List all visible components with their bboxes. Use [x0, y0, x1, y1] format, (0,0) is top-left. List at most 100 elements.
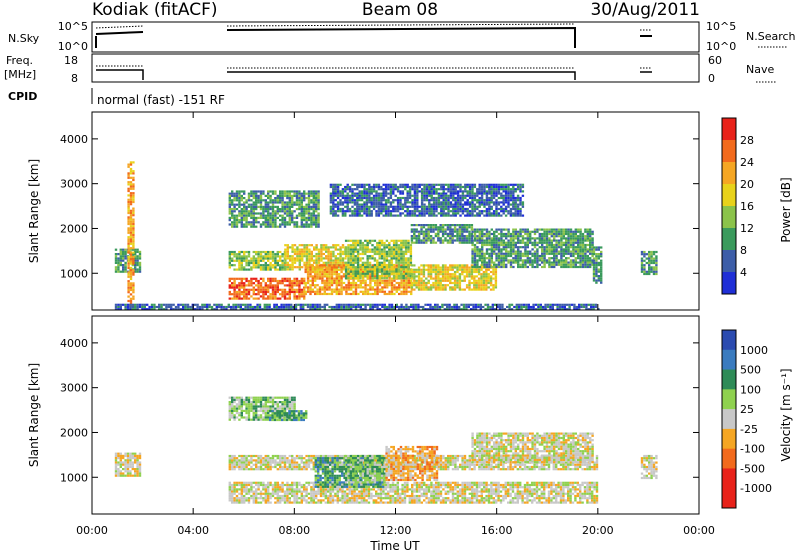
echo-cell: [555, 235, 558, 238]
echo-cell: [385, 255, 389, 258]
echo-cell: [312, 203, 315, 206]
echo-cell: [363, 201, 366, 204]
echo-cell: [456, 286, 459, 289]
echo-cell: [526, 230, 529, 233]
echo-cell: [309, 264, 312, 267]
echo-cell: [127, 220, 130, 223]
echo-cell: [485, 286, 488, 289]
echo-cell: [282, 303, 286, 306]
echo-cell: [439, 230, 442, 233]
echo-cell: [233, 205, 236, 208]
echo-cell: [572, 261, 575, 264]
echo-cell: [338, 268, 341, 271]
echo-cell: [553, 263, 556, 266]
echo-cell: [228, 290, 231, 294]
echo-cell: [281, 199, 284, 202]
echo-cell: [427, 266, 430, 269]
echo-cell: [526, 243, 529, 247]
echo-cell: [368, 194, 371, 197]
echo-cell: [492, 188, 496, 191]
echo-cell: [218, 305, 221, 309]
echo-cell: [579, 228, 582, 231]
echo-cell: [591, 243, 594, 247]
echo-cell: [347, 239, 350, 242]
echo-cell: [444, 201, 448, 204]
echo-cell: [477, 270, 481, 274]
echo-cell: [459, 205, 462, 208]
echo-cell: [456, 235, 459, 238]
echo-cell: [364, 286, 367, 289]
echo-cell: [449, 196, 453, 200]
echo-cell: [273, 303, 276, 306]
echo-cell: [468, 203, 472, 206]
echo-cell: [165, 308, 168, 311]
echo-cell: [308, 261, 311, 264]
echo-cell: [407, 259, 410, 262]
echo-cell: [250, 223, 253, 226]
echo-cell: [492, 210, 496, 213]
echo-cell: [500, 252, 503, 255]
echo-cell: [442, 183, 445, 186]
echo-cell: [565, 241, 568, 244]
echo-cell: [579, 239, 582, 242]
echo-cell: [323, 268, 326, 271]
echo-cell: [274, 212, 277, 215]
echo-cell: [425, 277, 428, 280]
echo-cell: [136, 264, 139, 267]
echo-cell: [370, 214, 373, 217]
echo-cell: [371, 286, 374, 289]
echo-cell: [249, 305, 252, 309]
echo-cell: [390, 290, 394, 293]
echo-cell: [529, 261, 532, 264]
echo-cell: [473, 205, 477, 208]
echo-cell: [425, 241, 428, 244]
echo-cell: [268, 308, 271, 311]
echo-cell: [338, 290, 341, 293]
echo-cell: [531, 241, 534, 244]
echo-cell: [432, 241, 435, 244]
echo-cell: [553, 265, 556, 269]
echo-cell: [475, 279, 478, 282]
echo-cell: [127, 262, 130, 265]
echo-cell: [306, 279, 310, 282]
echo-cell: [444, 199, 448, 202]
echo-cell: [440, 214, 443, 217]
echo-cell: [303, 286, 306, 289]
echo-cell: [577, 252, 580, 255]
echo-cell: [446, 270, 450, 274]
echo-cell: [548, 263, 551, 266]
echo-cell: [531, 265, 534, 269]
echo-cell: [295, 225, 299, 228]
echo-cell: [591, 230, 594, 233]
echo-cell: [416, 192, 419, 195]
echo-cell: [279, 255, 282, 258]
echo-cell: [298, 225, 301, 228]
echo-cell: [471, 248, 474, 251]
echo-cell: [407, 274, 410, 278]
echo-cell: [245, 261, 248, 265]
echo-cell: [370, 203, 373, 206]
echo-cell: [432, 228, 435, 231]
echo-cell: [258, 305, 262, 309]
echo-cell: [274, 223, 277, 226]
echo-cell: [550, 228, 553, 231]
echo-cell: [485, 265, 489, 269]
echo-cell: [416, 188, 419, 191]
echo-cell: [384, 203, 388, 206]
echo-cell: [281, 261, 284, 265]
echo-cell: [416, 185, 419, 189]
echo-cell: [410, 235, 414, 238]
echo-cell: [397, 277, 401, 280]
echo-cell: [589, 250, 592, 253]
echo-cell: [300, 225, 303, 228]
echo-cell: [478, 237, 481, 240]
echo-cell: [374, 290, 377, 293]
echo-cell: [468, 239, 471, 242]
echo-cell: [483, 261, 486, 264]
echo-cell: [310, 216, 313, 219]
echo-cell: [340, 286, 343, 289]
echo-cell: [298, 199, 301, 202]
echo-cell: [439, 237, 442, 240]
echo-cell: [514, 250, 517, 253]
echo-cell: [463, 268, 466, 271]
